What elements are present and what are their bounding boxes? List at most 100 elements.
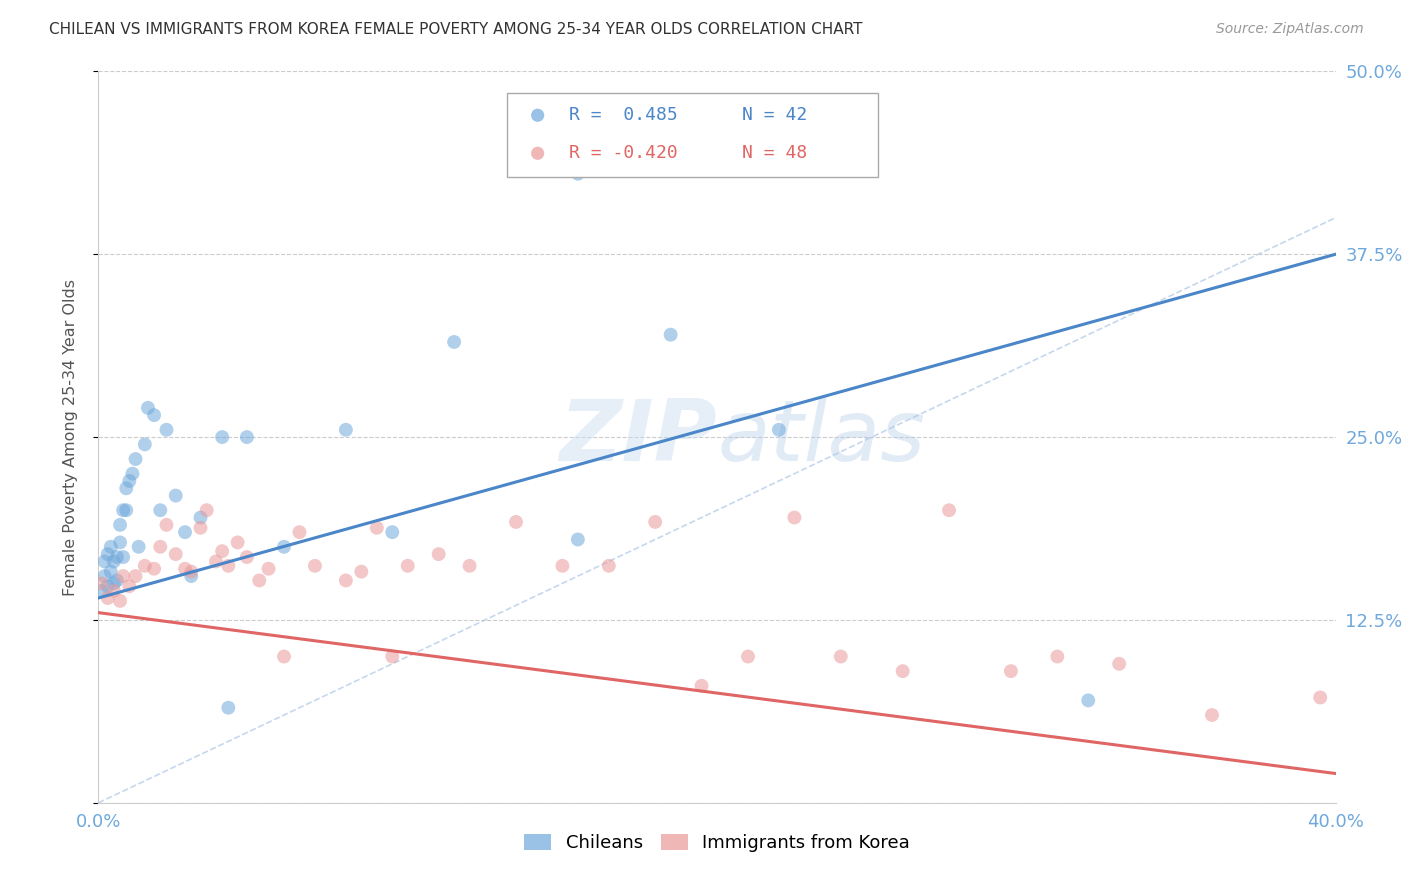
Point: [143, 408, 166, 422]
Point: [115, 503, 138, 517]
Point: [112, 503, 135, 517]
Point: [100, 540, 122, 554]
Point: [567, 533, 589, 547]
Text: Source: ZipAtlas.com: Source: ZipAtlas.com: [1216, 22, 1364, 37]
Point: [211, 544, 233, 558]
Point: [273, 540, 295, 554]
Point: [155, 423, 177, 437]
Point: [217, 558, 239, 573]
Point: [1046, 649, 1069, 664]
Point: [1201, 708, 1223, 723]
Point: [768, 423, 790, 437]
Point: [737, 649, 759, 664]
Point: [103, 554, 125, 568]
Point: [659, 327, 682, 342]
Point: [190, 521, 212, 535]
Text: N = 42: N = 42: [742, 106, 807, 124]
Point: [335, 423, 357, 437]
Text: R =  0.485: R = 0.485: [568, 106, 678, 124]
Point: [165, 547, 187, 561]
Point: [93, 569, 115, 583]
Point: [112, 549, 135, 564]
Point: [236, 549, 259, 564]
Point: [174, 525, 197, 540]
Point: [97, 591, 120, 605]
Point: [273, 649, 295, 664]
Point: [427, 547, 450, 561]
Point: [381, 649, 404, 664]
Point: [97, 579, 120, 593]
Point: [174, 562, 197, 576]
Y-axis label: Female Poverty Among 25-34 Year Olds: Female Poverty Among 25-34 Year Olds: [63, 278, 77, 596]
Point: [124, 452, 146, 467]
Point: [108, 535, 131, 549]
Point: [247, 574, 270, 588]
Point: [103, 583, 125, 598]
Point: [690, 679, 713, 693]
Point: [211, 430, 233, 444]
Point: [783, 510, 806, 524]
Point: [134, 558, 156, 573]
Point: [1077, 693, 1099, 707]
Point: [118, 474, 141, 488]
Point: [236, 430, 259, 444]
Point: [90, 583, 112, 598]
Point: [124, 569, 146, 583]
Point: [190, 510, 212, 524]
Point: [105, 549, 128, 564]
Point: [217, 700, 239, 714]
Legend: Chileans, Immigrants from Korea: Chileans, Immigrants from Korea: [517, 827, 917, 860]
Point: [180, 569, 202, 583]
Point: [350, 565, 373, 579]
Point: [1309, 690, 1331, 705]
Point: [891, 664, 914, 678]
Point: [335, 574, 357, 588]
Point: [567, 167, 589, 181]
Point: [128, 540, 150, 554]
Point: [105, 574, 128, 588]
Point: [1108, 657, 1130, 671]
Point: [195, 503, 218, 517]
Point: [180, 565, 202, 579]
Point: [149, 503, 172, 517]
Point: [381, 525, 404, 540]
Point: [149, 540, 172, 554]
Point: [134, 437, 156, 451]
Point: [97, 547, 120, 561]
Point: [505, 515, 527, 529]
Point: [288, 525, 311, 540]
Text: CHILEAN VS IMMIGRANTS FROM KOREA FEMALE POVERTY AMONG 25-34 YEAR OLDS CORRELATIO: CHILEAN VS IMMIGRANTS FROM KOREA FEMALE …: [49, 22, 863, 37]
Point: [443, 334, 465, 349]
Point: [90, 576, 112, 591]
Point: [112, 569, 135, 583]
Point: [366, 521, 388, 535]
Point: [551, 558, 574, 573]
Point: [143, 562, 166, 576]
Text: R = -0.420: R = -0.420: [568, 145, 678, 162]
Point: [257, 562, 280, 576]
Point: [938, 503, 960, 517]
Point: [115, 481, 138, 495]
FancyBboxPatch shape: [506, 94, 877, 178]
Text: N = 48: N = 48: [742, 145, 807, 162]
Point: [598, 558, 620, 573]
Text: atlas: atlas: [717, 395, 925, 479]
Point: [93, 554, 115, 568]
Text: ZIP: ZIP: [560, 395, 717, 479]
Point: [108, 594, 131, 608]
Point: [396, 558, 419, 573]
Point: [205, 554, 228, 568]
Point: [155, 517, 177, 532]
Point: [304, 558, 326, 573]
Point: [644, 515, 666, 529]
Point: [136, 401, 159, 415]
Point: [103, 576, 125, 591]
Point: [108, 517, 131, 532]
Point: [165, 489, 187, 503]
Point: [226, 535, 249, 549]
Point: [1000, 664, 1022, 678]
Point: [830, 649, 852, 664]
Point: [118, 579, 141, 593]
Point: [458, 558, 481, 573]
Point: [121, 467, 143, 481]
